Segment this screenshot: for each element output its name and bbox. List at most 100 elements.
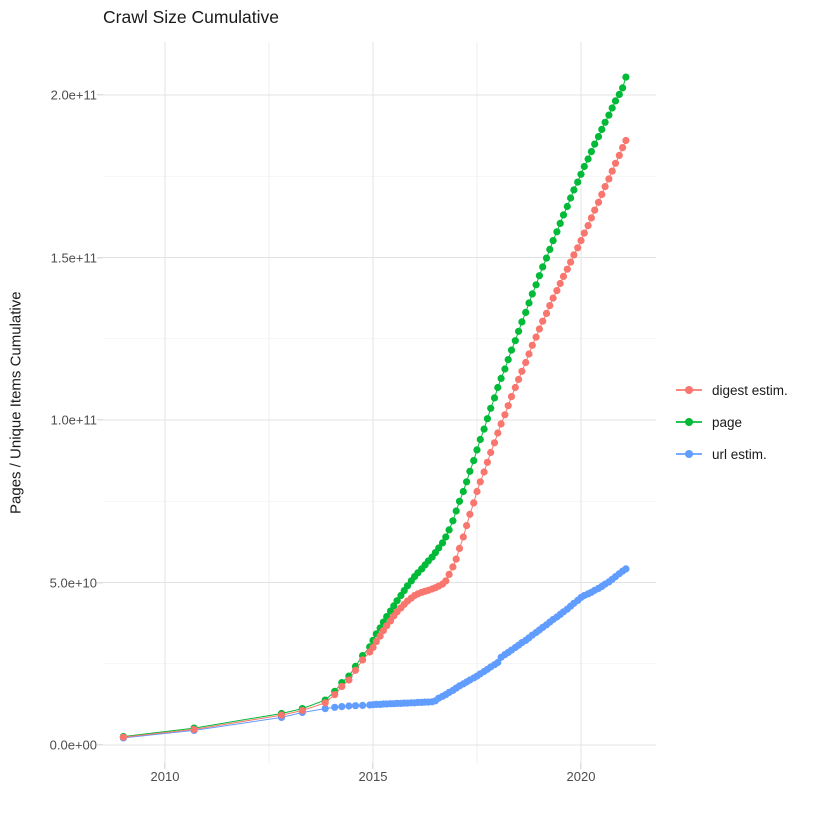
data-point-page — [577, 170, 585, 178]
y-tick-mark — [97, 744, 103, 746]
x-tick-label: 2010 — [150, 769, 180, 784]
data-point-page — [539, 263, 547, 271]
data-point-page — [619, 84, 627, 92]
data-point-digest-estim — [605, 175, 613, 183]
data-point-page — [504, 356, 512, 364]
data-point-digest-estim — [611, 159, 620, 167]
data-point-digest-estim — [473, 487, 481, 496]
x-tick-label: 2020 — [566, 769, 596, 784]
data-point-url-estim — [321, 705, 329, 713]
data-point-digest-estim — [601, 183, 609, 191]
data-point-page — [452, 507, 460, 515]
data-point-digest-estim — [490, 439, 499, 447]
data-point-page — [473, 446, 481, 454]
data-point-digest-estim — [535, 325, 543, 333]
data-point-digest-estim — [483, 458, 491, 466]
legend-key-icon — [676, 380, 702, 400]
data-point-digest-estim — [591, 206, 599, 214]
series-digest-estim — [119, 136, 630, 741]
data-point-page — [591, 140, 599, 148]
legend-item-url-estim: url estim. — [676, 444, 788, 464]
data-point-digest-estim — [608, 167, 616, 175]
data-point-digest-estim — [511, 383, 519, 392]
data-point-page — [594, 133, 603, 141]
legend-label: page — [712, 414, 743, 430]
data-point-digest-estim — [559, 272, 568, 280]
data-point-digest-estim — [459, 533, 467, 541]
legend-item-page: page — [676, 412, 788, 432]
data-point-digest-estim — [556, 279, 564, 288]
data-point-page — [518, 318, 526, 326]
data-point-page — [390, 602, 398, 610]
y-tick-mark — [97, 94, 103, 96]
y-axis-title: Pages / Unique Items Cumulative — [7, 291, 25, 514]
data-point-digest-estim — [570, 251, 578, 259]
data-point-digest-estim — [321, 699, 329, 707]
data-point-page — [435, 544, 443, 552]
y-tick-label: 1.5e+11 — [50, 250, 97, 265]
data-point-page — [483, 415, 491, 423]
data-point-digest-estim — [584, 222, 592, 230]
data-point-page — [598, 125, 606, 133]
data-point-digest-estim — [476, 478, 484, 486]
data-point-digest-estim — [594, 198, 603, 206]
legend-key-icon — [676, 444, 702, 464]
data-point-page — [528, 290, 536, 298]
data-point-digest-estim — [383, 622, 391, 630]
x-tick-mark — [372, 763, 374, 769]
data-point-page — [611, 97, 620, 105]
data-point-page — [494, 383, 502, 392]
data-point-digest-estim — [532, 333, 540, 341]
data-point-page — [587, 148, 595, 156]
legend-label: digest estim. — [712, 382, 788, 398]
data-point-digest-estim — [549, 294, 557, 302]
data-point-page — [559, 211, 568, 219]
data-point-page — [608, 104, 616, 112]
data-point-page — [501, 365, 509, 373]
x-tick-mark — [580, 763, 582, 769]
data-point-page — [525, 299, 533, 307]
data-point-page — [466, 467, 474, 475]
data-point-page — [476, 435, 484, 444]
data-point-digest-estim — [574, 244, 582, 252]
data-point-url-estim — [351, 702, 360, 710]
data-point-digest-estim — [615, 151, 623, 159]
data-point-page — [601, 118, 609, 126]
data-point-digest-estim — [466, 510, 474, 518]
data-point-page — [605, 111, 613, 119]
data-point-page — [445, 526, 453, 534]
data-point-digest-estim — [452, 555, 460, 563]
data-point-digest-estim — [470, 499, 478, 507]
data-point-url-estim — [494, 658, 502, 667]
data-point-digest-estim — [577, 237, 585, 245]
data-point-url-estim — [359, 701, 367, 710]
data-point-digest-estim — [345, 676, 353, 684]
data-point-digest-estim — [525, 350, 533, 358]
data-point-page — [455, 497, 464, 505]
data-point-page — [487, 404, 495, 412]
data-point-page — [393, 597, 401, 605]
y-tick-label: 5.0e+10 — [49, 575, 97, 590]
data-point-digest-estim — [522, 358, 530, 367]
data-point-digest-estim — [546, 302, 554, 310]
data-point-digest-estim — [331, 691, 339, 699]
data-point-digest-estim — [539, 317, 547, 325]
data-point-page — [511, 337, 519, 345]
data-point-page — [480, 425, 488, 433]
data-point-page — [403, 582, 412, 590]
y-tick-label: 1.0e+11 — [50, 412, 97, 428]
data-point-url-estim — [331, 703, 339, 711]
data-point-page — [497, 374, 505, 382]
data-point-page — [507, 346, 516, 354]
data-point-page — [442, 533, 450, 541]
data-point-page — [553, 228, 561, 236]
data-point-digest-estim — [449, 563, 457, 571]
data-point-page — [542, 254, 551, 262]
data-point-page — [549, 237, 557, 245]
data-point-digest-estim — [480, 468, 488, 476]
y-tick-label: 2.0e+11 — [50, 87, 97, 103]
y-tick-mark — [97, 581, 103, 584]
data-point-digest-estim — [515, 375, 523, 383]
data-point-digest-estim — [376, 632, 384, 640]
